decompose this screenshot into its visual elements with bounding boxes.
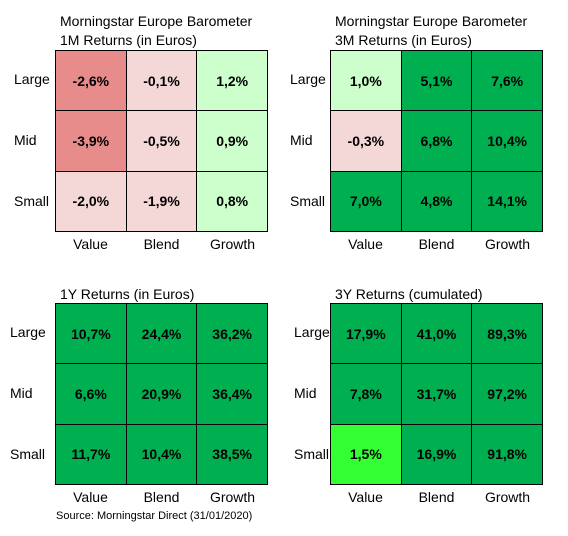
heatmap-cell: 1,2% bbox=[197, 51, 267, 111]
column-label: Blend bbox=[418, 236, 455, 252]
heatmap-cell: 97,2% bbox=[472, 364, 542, 424]
heatmap-grid-3y: 17,9% 41,0% 89,3% 7,8% 31,7% 97,2% 1,5% 16,9% 91… bbox=[330, 303, 543, 485]
panel-subtitle-1m: 1M Returns (in Euros) bbox=[60, 32, 197, 48]
heatmap-grid-1m: -2,6% -0,1% 1,2% -3,9% -0,5% 0,9% -2,0% -1,9% 0,… bbox=[55, 50, 268, 232]
heatmap-cell: 31,7% bbox=[401, 364, 472, 424]
heatmap-cell: -0,1% bbox=[126, 51, 197, 111]
heatmap-cell: 91,8% bbox=[472, 424, 542, 484]
heatmap-cell: 7,0% bbox=[331, 171, 401, 231]
row-label: Large bbox=[290, 71, 326, 88]
row-label: Mid bbox=[290, 132, 313, 148]
column-label: Blend bbox=[143, 489, 180, 505]
panel-title-1m: Morningstar Europe Barometer bbox=[60, 13, 253, 29]
heatmap-cell: 14,1% bbox=[472, 171, 542, 231]
heatmap-cell: 10,4% bbox=[472, 111, 542, 171]
column-label: Blend bbox=[143, 236, 180, 252]
heatmap-cell: 7,6% bbox=[472, 51, 542, 111]
heatmap-cell: -2,6% bbox=[56, 51, 126, 111]
heatmap-cell: -0,3% bbox=[331, 111, 401, 171]
heatmap-cell: -3,9% bbox=[56, 111, 126, 171]
heatmap-cell: 36,2% bbox=[197, 304, 267, 364]
column-label: Blend bbox=[418, 489, 455, 505]
column-label: Value bbox=[348, 489, 383, 505]
row-label: Small bbox=[10, 445, 46, 462]
panel-subtitle-3m: 3M Returns (in Euros) bbox=[335, 32, 472, 48]
row-label: Large bbox=[294, 324, 330, 341]
heatmap-cell: 20,9% bbox=[126, 364, 197, 424]
row-label: Small bbox=[290, 192, 326, 209]
heatmap-cell: 1,0% bbox=[331, 51, 401, 111]
row-label: Mid bbox=[10, 385, 33, 401]
heatmap-cell: 17,9% bbox=[331, 304, 401, 364]
row-label: Large bbox=[14, 71, 50, 88]
heatmap-cell: 89,3% bbox=[472, 304, 542, 364]
heatmap-cell: 11,7% bbox=[56, 424, 126, 484]
heatmap-cell: 16,9% bbox=[401, 424, 472, 484]
heatmap-cell: 4,8% bbox=[401, 171, 472, 231]
heatmap-cell: 10,7% bbox=[56, 304, 126, 364]
heatmap-grid-1y: 10,7% 24,4% 36,2% 6,6% 20,9% 36,4% 11,7% 10,4% 3… bbox=[55, 303, 268, 485]
heatmap-grid-3m: 1,0% 5,1% 7,6% -0,3% 6,8% 10,4% 7,0% 4,8% 14,1% bbox=[330, 50, 543, 232]
heatmap-cell: 7,8% bbox=[331, 364, 401, 424]
panel-title-3m: Morningstar Europe Barometer bbox=[335, 13, 528, 29]
heatmap-cell: 41,0% bbox=[401, 304, 472, 364]
heatmap-cell: 0,9% bbox=[197, 111, 267, 171]
panel-subtitle-3y: 3Y Returns (cumulated) bbox=[335, 286, 483, 302]
row-label: Small bbox=[14, 192, 50, 209]
column-label: Value bbox=[73, 489, 108, 505]
column-label: Growth bbox=[484, 489, 531, 505]
row-label: Mid bbox=[14, 132, 37, 148]
heatmap-cell: -1,9% bbox=[126, 171, 197, 231]
heatmap-cell: 5,1% bbox=[401, 51, 472, 111]
source-note: Source: Morningstar Direct (31/01/2020) bbox=[56, 510, 253, 522]
column-label: Growth bbox=[484, 236, 531, 252]
row-label: Small bbox=[294, 445, 330, 462]
heatmap-cell: 6,8% bbox=[401, 111, 472, 171]
panel-subtitle-1y: 1Y Returns (in Euros) bbox=[60, 286, 195, 302]
column-label: Value bbox=[73, 236, 108, 252]
heatmap-cell: 6,6% bbox=[56, 364, 126, 424]
heatmap-cell: 36,4% bbox=[197, 364, 267, 424]
column-label: Growth bbox=[209, 489, 256, 505]
heatmap-cell: 10,4% bbox=[126, 424, 197, 484]
heatmap-cell: 38,5% bbox=[197, 424, 267, 484]
heatmap-cell: 0,8% bbox=[197, 171, 267, 231]
row-label: Mid bbox=[294, 385, 317, 401]
heatmap-cell: -2,0% bbox=[56, 171, 126, 231]
column-label: Value bbox=[348, 236, 383, 252]
heatmap-cell: -0,5% bbox=[126, 111, 197, 171]
column-label: Growth bbox=[209, 236, 256, 252]
heatmap-cell: 24,4% bbox=[126, 304, 197, 364]
heatmap-cell: 1,5% bbox=[331, 424, 401, 484]
row-label: Large bbox=[10, 324, 46, 341]
